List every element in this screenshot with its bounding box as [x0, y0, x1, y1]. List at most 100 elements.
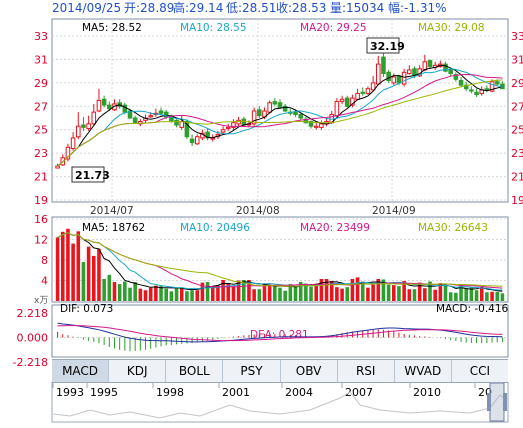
header-high: 高:29.14: [173, 0, 223, 15]
macd-y-tick: 0.000: [17, 332, 49, 345]
volume-bar: [169, 291, 174, 301]
price-y-tick-right: 21: [511, 171, 523, 184]
tab-macd[interactable]: MACD: [52, 360, 110, 382]
volume-bar: [412, 289, 417, 301]
candle-body: [308, 121, 314, 127]
volume-bar: [335, 287, 339, 301]
high-annotation-box: [366, 37, 400, 54]
candle-body: [350, 97, 355, 106]
timeline-handle-right[interactable]: [503, 393, 507, 411]
candle-body: [184, 121, 190, 138]
candle-body: [91, 111, 97, 125]
volume-bar: [443, 284, 448, 301]
candle-body: [334, 101, 340, 117]
macd-legend-dea: DEA: 0.281: [250, 329, 309, 341]
volume-bar: [464, 288, 468, 301]
price-y-tick-right: 31: [511, 53, 523, 66]
volume-bar: [314, 283, 318, 301]
macd-legend-dif: DIF: 0.073: [60, 303, 113, 315]
high-annotation-label: 32.19: [370, 40, 405, 53]
candle-body: [257, 109, 262, 117]
tab-obv[interactable]: OBV: [281, 360, 338, 382]
ma20-line: [57, 73, 503, 167]
candle-body: [401, 71, 407, 85]
vol-legend-ma20: MA20: 23499: [300, 222, 370, 234]
volume-bar: [448, 292, 453, 301]
tab-rsi[interactable]: RSI: [338, 360, 395, 382]
tab-psy[interactable]: PSY: [223, 360, 281, 382]
candle-body: [277, 102, 283, 108]
volume-bar: [350, 278, 355, 301]
volume-bar: [154, 285, 158, 301]
dea-line: [57, 325, 503, 342]
x-tick-label: 2014/08: [236, 205, 280, 217]
ma10-line: [57, 68, 503, 167]
volume-bar: [257, 289, 262, 301]
volume-bar: [474, 290, 479, 301]
candle-body: [375, 63, 381, 85]
tab-wvad[interactable]: WVAD: [395, 360, 452, 382]
candle-body: [293, 111, 298, 115]
volume-bar: [60, 231, 65, 301]
volume-bar: [454, 292, 458, 301]
timeline-year-label: 2010: [413, 386, 441, 399]
timeline-handle-left[interactable]: [487, 393, 491, 411]
candle-body: [386, 71, 391, 82]
candle-body: [75, 125, 81, 138]
volume-bar: [397, 286, 401, 301]
indicator-tab-bar: MACD KDJ BOLL PSY OBV RSI WVAD CCI: [52, 359, 508, 383]
volume-bar: [133, 282, 137, 301]
candle-body: [163, 111, 169, 118]
volume-legend: MA5: 18762 MA10: 20496 MA20: 23499 MA30:…: [82, 222, 488, 234]
timeline-frame[interactable]: [51, 381, 509, 423]
timeline-selection-window[interactable]: [489, 382, 505, 422]
volume-bar: [55, 237, 60, 301]
volume-bar: [242, 279, 246, 301]
volume-bar: [179, 287, 184, 301]
tab-cci[interactable]: CCI: [469, 364, 491, 378]
volume-bar: [102, 278, 106, 301]
header-bar: 2014/09/25 开:28.89 高:29.14 低:28.51 收:28.…: [52, 0, 447, 15]
candle-body: [158, 110, 164, 114]
volume-y-tick: 12: [34, 234, 48, 247]
macd-panel-frame: [51, 304, 509, 358]
candle-body: [448, 69, 453, 74]
tab-kdj[interactable]: KDJ: [109, 360, 167, 382]
price-y-tick-left: 19: [34, 194, 48, 207]
low-annotation-label: 21.73: [75, 169, 110, 182]
macd-legend: DIF: 0.073 DEA: 0.281 MACD: -0.416: [60, 303, 509, 341]
volume-bar: [112, 282, 117, 301]
candle-body: [272, 101, 278, 105]
volume-y-tick: 16: [34, 213, 48, 226]
header-open: 开:28.89: [124, 1, 174, 15]
volume-bar: [148, 287, 153, 301]
candle-body: [355, 92, 360, 100]
volume-bar: [479, 287, 484, 301]
header-volume: 量:15034: [330, 1, 384, 15]
volume-bar: [190, 290, 194, 301]
price-y-tick-left: 27: [34, 100, 48, 113]
volume-bar: [92, 255, 96, 301]
volume-bar: [231, 286, 236, 301]
volume-bar: [107, 274, 112, 301]
volume-bar: [345, 287, 350, 301]
volume-ma30-line: [57, 232, 503, 287]
volume-bar: [164, 288, 168, 301]
candle-body: [225, 126, 231, 130]
price-legend: MA5: 28.52 MA10: 28.55 MA20: 29.25 MA30:…: [82, 22, 485, 34]
candle-body: [489, 81, 495, 92]
timeline-year-label: 1998: [156, 386, 184, 399]
volume-bar: [123, 281, 127, 301]
volume-bar: [236, 280, 241, 301]
timeline-year-label: 2007: [345, 386, 373, 399]
volume-bar: [252, 289, 256, 301]
volume-bar: [216, 285, 220, 301]
volume-bar: [386, 284, 391, 301]
legend-ma10: MA10: 28.55: [180, 22, 247, 34]
tab-boll[interactable]: BOLL: [166, 360, 224, 382]
volume-bar: [329, 281, 334, 301]
volume-bar: [324, 278, 329, 301]
volume-bar: [495, 291, 500, 301]
vol-legend-ma30: MA30: 26643: [418, 222, 488, 234]
header-close: 收:28.53: [276, 1, 326, 15]
